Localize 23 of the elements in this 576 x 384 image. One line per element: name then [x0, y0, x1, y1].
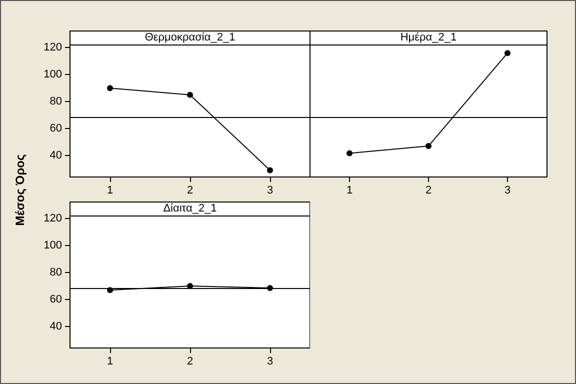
x-tick-label: 2	[425, 184, 432, 196]
x-tick-label: 1	[106, 356, 114, 368]
x-tick-label: 2	[186, 356, 194, 368]
y-tick-label: 100	[44, 68, 62, 81]
x-tick-label: 1	[346, 184, 353, 196]
x-tick-label: 2	[186, 184, 194, 196]
y-axis-title: Μέσος Όρος	[13, 154, 27, 226]
y-tick-label: 60	[50, 294, 62, 306]
y-tick-label: 100	[44, 240, 62, 252]
x-tick-label: 1	[106, 184, 114, 196]
x-tick-label: 3	[266, 356, 274, 368]
y-tick-label: 60	[50, 122, 62, 135]
y-tick-label: 120	[44, 42, 62, 54]
y-tick-label: 80	[50, 266, 62, 279]
chart-title: Δίαιτα_2_1	[163, 202, 217, 214]
chart-title: Θερμοκρασία_2_1	[144, 32, 236, 44]
x-tick-label: 3	[266, 184, 274, 196]
y-tick-label: 120	[44, 212, 62, 225]
x-tick-label: 3	[504, 184, 511, 196]
y-tick-label: 40	[50, 320, 62, 332]
y-tick-label: 80	[50, 96, 62, 108]
y-tick-label: 40	[50, 149, 62, 162]
chart-title: Ημέρα_2_1	[400, 32, 457, 44]
